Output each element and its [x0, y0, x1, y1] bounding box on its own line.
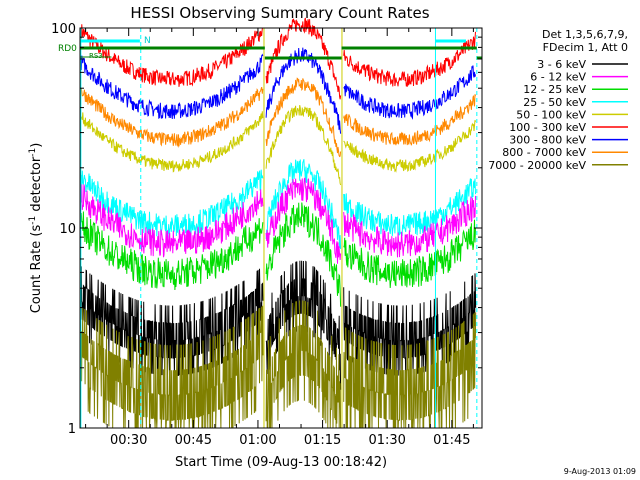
y-tick-label: 100: [51, 22, 76, 37]
series-trace: [80, 24, 264, 87]
series-trace: [80, 53, 264, 120]
series-trace: [80, 86, 264, 148]
series-trace: [80, 211, 264, 291]
svg-text:Count Rate (s-1 detector-1): Count Rate (s-1 detector-1): [28, 143, 44, 314]
x-axis-label: Start Time (09-Aug-13 00:18:42): [175, 455, 387, 470]
y-axis-label-sup: -1: [28, 216, 38, 225]
series-trace: [265, 47, 342, 134]
series-trace: [265, 77, 342, 158]
legend-label: 25 - 50 keV: [523, 96, 586, 109]
x-tick-label: 01:00: [239, 433, 276, 448]
series-trace: [343, 195, 476, 258]
y-axis-label-end: ): [29, 143, 44, 148]
x-tick-label: 00:45: [175, 433, 212, 448]
legend-header-2: FDecim 1, Att 0: [543, 41, 628, 54]
x-tick-label: 01:45: [433, 433, 470, 448]
y-axis-label-main: Count Rate (s: [29, 225, 44, 314]
series-trace: [265, 300, 342, 429]
series-trace: [265, 202, 342, 307]
legend-label: 3 - 6 keV: [537, 58, 586, 71]
legend-label: 800 - 7000 keV: [502, 146, 586, 159]
chart-title: HESSI Observing Summary Count Rates: [130, 4, 429, 22]
flag-label-rs3: RS3: [89, 52, 103, 60]
axis-layer: 00:30 00:45 01:00 01:15 01:30 01:45 1 10 100: [51, 22, 482, 448]
series-trace: [80, 266, 264, 376]
legend-label: 7000 - 20000 keV: [488, 159, 586, 172]
legend-header-1: Det 1,3,5,6,7,9,: [542, 28, 628, 41]
series-trace: [343, 94, 476, 146]
series-trace: [343, 178, 476, 237]
flag-layer: N RD0 RS3: [58, 36, 482, 60]
series-trace: [80, 305, 264, 429]
series-trace: [343, 31, 476, 87]
legend-label: 12 - 25 keV: [523, 83, 586, 96]
series-trace: [265, 177, 342, 264]
flag-label-rd0: RD0: [58, 44, 77, 54]
legend: Det 1,3,5,6,7,9, FDecim 1, Att 0 3 - 6 k…: [488, 28, 628, 172]
series-trace: [343, 312, 477, 429]
legend-label: 100 - 300 keV: [509, 121, 586, 134]
x-tick-label: 00:30: [110, 433, 147, 448]
y-axis-label-tail: detector: [29, 156, 44, 216]
series-trace: [265, 260, 342, 390]
x-tick-label: 01:15: [304, 433, 341, 448]
y-tick-label: 1: [68, 422, 76, 437]
series-trace: [343, 120, 476, 173]
footer-timestamp: 9-Aug-2013 01:09: [564, 467, 636, 476]
series-trace: [343, 219, 476, 289]
series-trace: [265, 17, 342, 100]
series-trace: [80, 184, 264, 258]
flag-label-n: N: [144, 36, 151, 46]
legend-label: 300 - 800 keV: [509, 134, 586, 147]
legend-label: 50 - 100 keV: [516, 108, 586, 121]
series-trace: [265, 104, 342, 186]
series-trace: [343, 65, 476, 120]
y-axis-label-sup2: -1: [28, 148, 38, 157]
data-layer: [80, 17, 478, 429]
x-tick-label: 01:30: [368, 433, 405, 448]
y-axis-label: Count Rate (s-1 detector-1): [28, 143, 44, 314]
legend-label: 6 - 12 keV: [530, 71, 586, 84]
series-trace: [80, 111, 264, 173]
series-trace: [80, 169, 264, 238]
y-tick-label: 10: [59, 222, 76, 237]
